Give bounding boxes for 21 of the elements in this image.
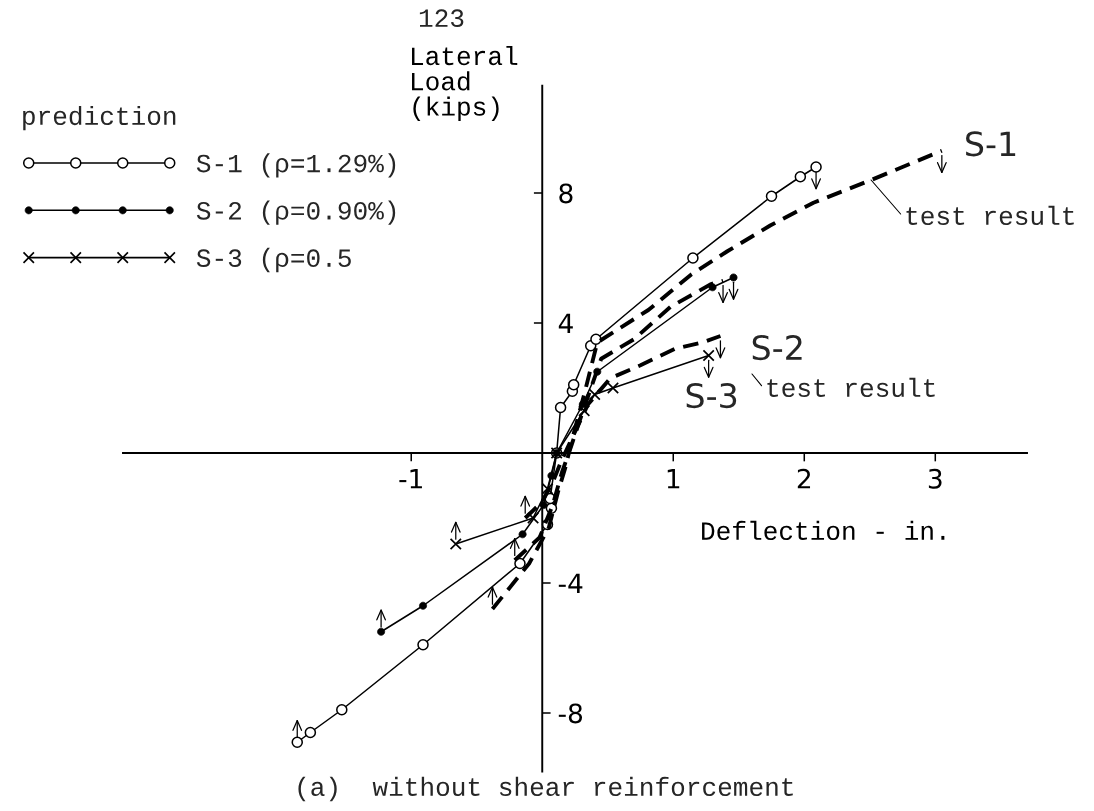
y-tick-label: -8 [558,703,583,724]
x-tick-label: 2 [797,468,811,489]
legend-label: S-3 (ρ=0.5 [196,247,351,273]
x-tick-label: 3 [928,468,942,489]
annotation: test result [767,377,935,398]
annotation: S-1 [966,131,1016,157]
legend-title: prediction [23,105,176,131]
y-tick-label: 4 [558,313,573,334]
y-tick-label: 8 [559,183,573,204]
legend-label: S-2 (ρ=0.90%) [196,200,396,225]
y-axis-title: Lateral Load (kips) [412,46,518,121]
text: 123 [419,9,464,28]
y-tick-label: -4 [558,573,583,594]
annotation: S-2 [752,334,802,361]
legend-label: S-1 (ρ=1.29%) [196,153,396,178]
annotation: test result [906,205,1074,226]
text: (a) without shear reinforcement [298,776,793,802]
x-axis-title: Deflection - in. [702,520,945,541]
x-tick-label: -1 [399,469,422,489]
annotation: S-3 [686,382,737,409]
x-tick-label: 1 [667,469,680,489]
